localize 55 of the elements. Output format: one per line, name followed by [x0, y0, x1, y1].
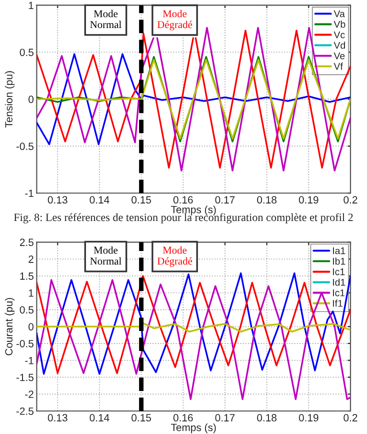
legend-label: Vb	[334, 20, 346, 28]
x-tick-label: 0.16	[173, 414, 193, 422]
y-tick-label: 0.5	[20, 306, 34, 314]
y-axis-title: Courant (pu)	[4, 298, 15, 356]
legend-label: Vc	[334, 31, 345, 38]
x-tick-label: 0.14	[90, 414, 110, 422]
y-tick-label: 2	[28, 256, 34, 263]
legend-label: Vd	[334, 42, 345, 49]
y-tick-label: 2.5	[20, 238, 34, 246]
y-tick-label: 1.5	[20, 272, 34, 280]
y-tick-label: 1	[28, 2, 34, 9]
x-tick-label: 0.15	[132, 414, 151, 422]
x-tick-label: 0.17	[215, 414, 235, 422]
y-tick-label: -0.5	[16, 142, 34, 150]
y-tick-label: -1.5	[16, 374, 34, 382]
y-tick-label: -2.5	[16, 408, 34, 415]
annotation: Mode Dégradé	[157, 246, 192, 267]
annotation: Mode Dégradé	[157, 10, 192, 30]
y-tick-label: 0.5	[20, 48, 34, 56]
x-tick-label: 0.19	[298, 414, 318, 422]
annotation: Mode Normal	[90, 246, 122, 265]
x-tick-label: 0.15	[132, 196, 151, 204]
y-axis-title: Tension (pu)	[4, 71, 15, 128]
y-tick-label: -0.5	[16, 340, 34, 348]
x-axis-title: Temps (s)	[170, 206, 216, 216]
line-series	[36, 322, 350, 332]
legend-label: Id1	[333, 278, 346, 286]
legend-label: Vf	[334, 62, 343, 70]
line-series	[36, 279, 350, 400]
y-tick-label: -1	[25, 356, 34, 364]
x-tick-label: 0.19	[298, 196, 318, 204]
y-tick-label: -1	[25, 190, 34, 197]
legend-label: Ic1	[333, 289, 345, 296]
x-tick-label: 0.13	[48, 196, 68, 204]
y-tick-label: 1	[28, 289, 34, 297]
x-tick-label: 0.17	[215, 196, 235, 204]
legend-label: Ia1	[333, 247, 346, 254]
legend-label: If1	[333, 300, 342, 307]
y-tick-label: 0	[28, 323, 34, 330]
legend-label: Ve	[334, 52, 345, 60]
legend-label: Va	[334, 10, 345, 18]
y-tick-label: -2	[25, 390, 34, 398]
legend-label: Ib1	[333, 258, 346, 265]
x-tick-label: 0.18	[257, 414, 276, 422]
x-axis-title: Temps (s)	[170, 423, 216, 434]
x-tick-label: 0.16	[173, 196, 193, 204]
x-tick-label: 0.18	[257, 196, 276, 204]
x-tick-label: 0.2	[344, 414, 358, 422]
x-tick-label: 0.13	[48, 414, 68, 422]
x-tick-label: 0.14	[90, 196, 110, 204]
caption: Fig. 8: Les références de tension pour la reconfiguration complète et profil 2	[14, 213, 353, 224]
annotation: Mode Normal	[90, 10, 122, 28]
y-tick-label: 0	[28, 96, 34, 104]
legend-label: Ic1	[333, 268, 345, 276]
x-tick-label: 0.2	[344, 196, 358, 204]
